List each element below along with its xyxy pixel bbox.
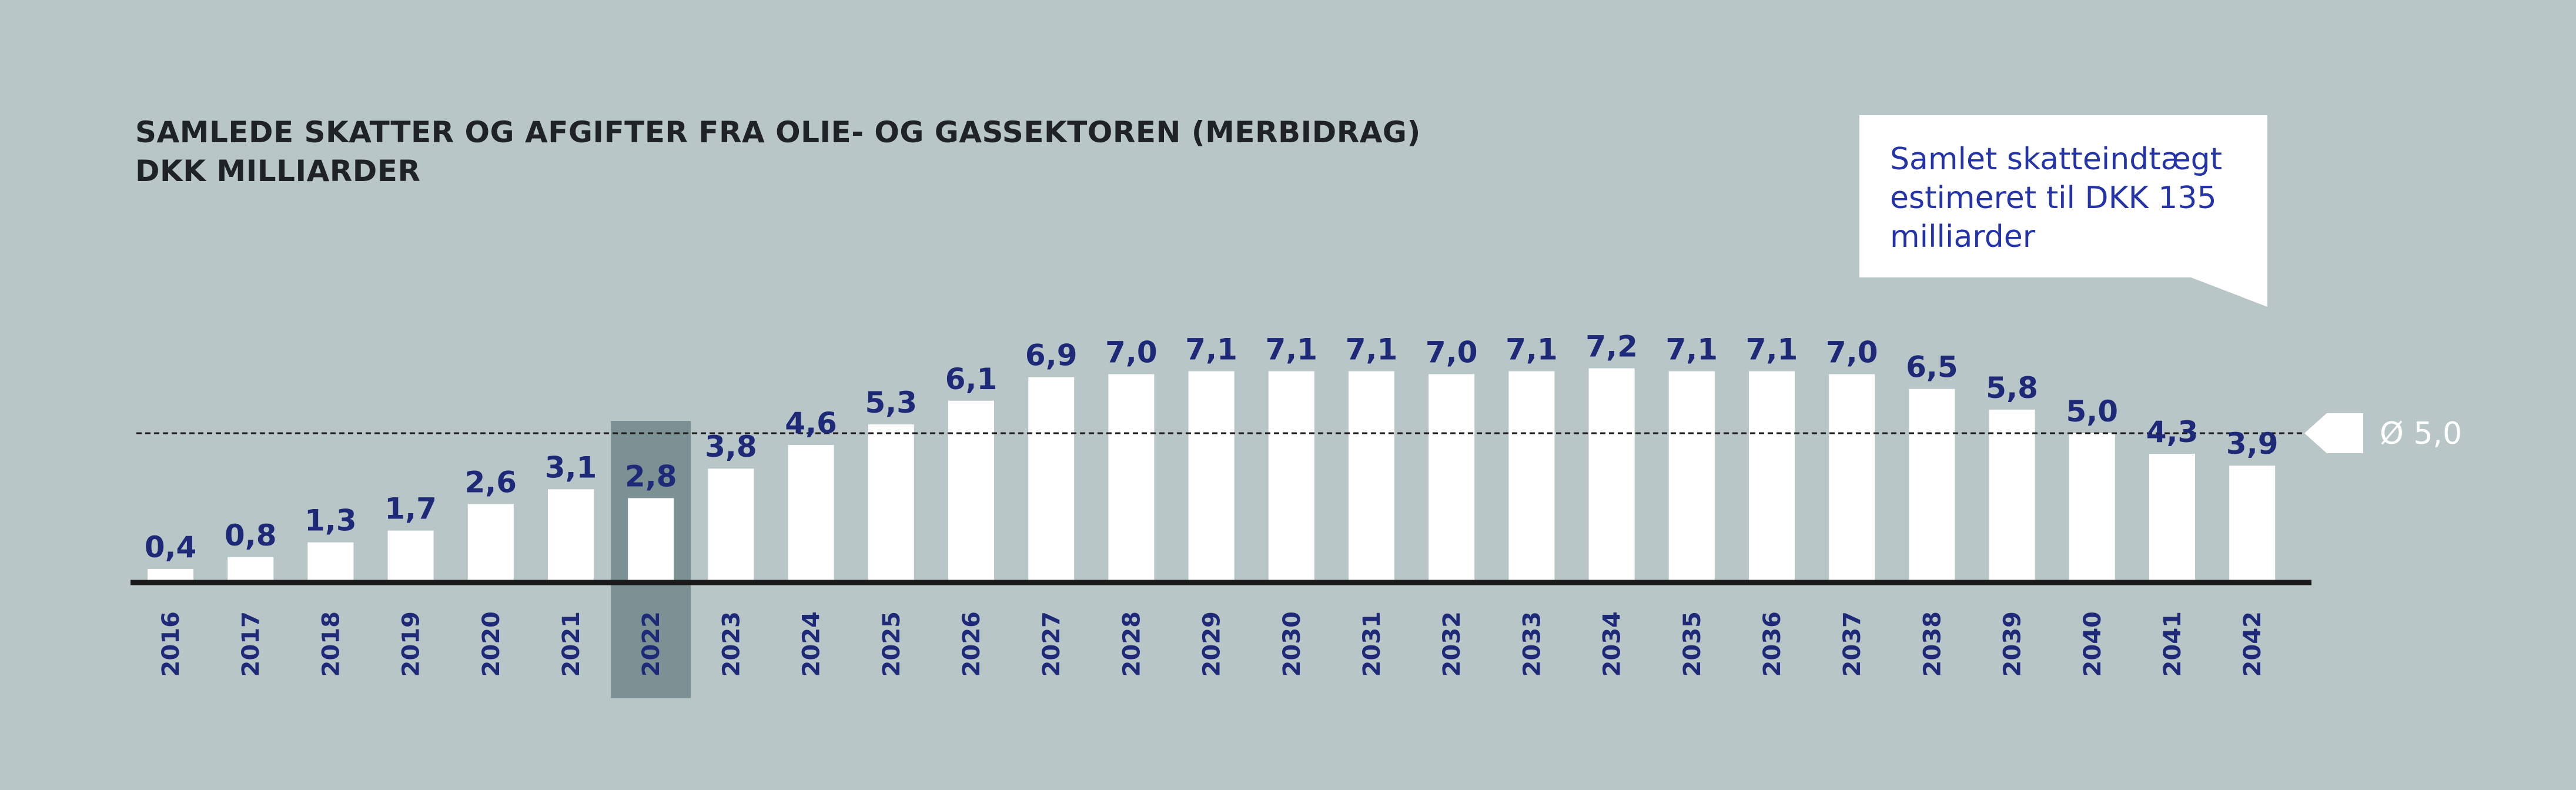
bar-2019 — [387, 530, 434, 581]
value-label-2026: 6,1 — [945, 362, 998, 396]
value-label-2039: 5,8 — [1986, 371, 2038, 405]
tick-label-2033: 2033 — [1518, 611, 1545, 677]
value-label-2032: 7,0 — [1426, 336, 1478, 370]
value-label-2019: 1,7 — [384, 492, 437, 526]
value-label-2018: 1,3 — [305, 504, 357, 538]
bar-2032 — [1428, 374, 1475, 581]
tick-label-2029: 2029 — [1199, 611, 1226, 677]
value-label-2033: 7,1 — [1506, 333, 1558, 367]
value-label-2025: 5,3 — [865, 386, 918, 420]
value-label-2035: 7,1 — [1666, 333, 1718, 367]
average-marker-arrow — [2304, 413, 2327, 453]
bar-2041 — [2149, 454, 2195, 581]
value-label-2024: 4,6 — [785, 406, 837, 440]
value-label-2042: 3,9 — [2226, 427, 2279, 461]
average-label: Ø 5,0 — [2380, 416, 2462, 451]
value-label-2037: 7,0 — [1826, 336, 1878, 370]
tick-label-2016: 2016 — [158, 611, 185, 677]
bar-2038 — [1909, 389, 1955, 581]
tick-label-2037: 2037 — [1839, 611, 1866, 677]
bar-2033 — [1508, 371, 1555, 581]
value-label-2034: 7,2 — [1585, 330, 1638, 364]
tick-label-2038: 2038 — [1919, 611, 1946, 677]
callout-box: Samlet skatteindtægt estimeret til DKK 1… — [1859, 115, 2267, 277]
tick-label-2026: 2026 — [958, 611, 985, 677]
tick-label-2036: 2036 — [1759, 611, 1786, 677]
bar-2017 — [228, 557, 274, 581]
value-label-2028: 7,0 — [1105, 336, 1157, 370]
value-label-2036: 7,1 — [1746, 333, 1798, 367]
value-label-2020: 2,6 — [465, 465, 517, 499]
value-label-2017: 0,8 — [225, 518, 277, 553]
tick-label-2030: 2030 — [1279, 611, 1306, 677]
value-label-2040: 5,0 — [2066, 394, 2119, 429]
bar-2026 — [948, 400, 994, 581]
bar-2024 — [788, 445, 834, 581]
bar-2027 — [1028, 377, 1075, 581]
tick-label-2023: 2023 — [718, 611, 745, 677]
bar-2037 — [1829, 374, 1875, 581]
tick-label-2042: 2042 — [2239, 611, 2266, 677]
bar-2036 — [1749, 371, 1795, 581]
tick-label-2041: 2041 — [2159, 611, 2186, 677]
tick-label-2039: 2039 — [1999, 611, 2026, 677]
value-label-2023: 3,8 — [705, 430, 757, 464]
value-label-2027: 6,9 — [1025, 339, 1078, 373]
bar-2042 — [2229, 466, 2276, 581]
tick-label-2022: 2022 — [638, 611, 665, 677]
tick-label-2020: 2020 — [478, 611, 505, 677]
tick-label-2031: 2031 — [1359, 611, 1386, 677]
value-label-2022: 2,8 — [625, 459, 677, 493]
tick-label-2032: 2032 — [1438, 611, 1466, 677]
bar-2040 — [2069, 433, 2115, 581]
tick-label-2034: 2034 — [1599, 611, 1626, 677]
chart-subtitle: DKK MILLIARDER — [135, 154, 421, 188]
chart-title: SAMLEDE SKATTER OG AFGIFTER FRA OLIE- OG… — [135, 115, 1421, 149]
tick-label-2019: 2019 — [398, 611, 425, 677]
average-marker — [2322, 413, 2363, 453]
bar-2016 — [148, 568, 193, 581]
value-label-2016: 0,4 — [145, 530, 197, 564]
bar-2018 — [307, 542, 354, 581]
tick-label-2040: 2040 — [2079, 611, 2106, 677]
bar-2028 — [1108, 374, 1155, 581]
bar-2025 — [868, 424, 914, 581]
bar-2021 — [548, 489, 594, 581]
tick-label-2035: 2035 — [1679, 611, 1706, 677]
tick-label-2021: 2021 — [558, 611, 585, 677]
bar-2030 — [1268, 371, 1314, 581]
bar-2034 — [1588, 368, 1635, 581]
tick-label-2018: 2018 — [317, 611, 344, 677]
value-label-2030: 7,1 — [1266, 333, 1318, 367]
tick-label-2025: 2025 — [878, 611, 905, 677]
bar-2023 — [708, 468, 754, 581]
callout-tail — [2191, 277, 2267, 307]
bar-2039 — [1989, 409, 2035, 581]
value-label-2029: 7,1 — [1185, 333, 1237, 367]
value-label-2038: 6,5 — [1906, 350, 1958, 384]
bar-2035 — [1668, 371, 1715, 581]
bar-2029 — [1188, 371, 1235, 581]
value-label-2021: 3,1 — [545, 450, 597, 484]
callout-text: Samlet skatteindtægt estimeret til DKK 1… — [1890, 142, 2223, 255]
tick-label-2024: 2024 — [798, 611, 825, 677]
bar-2031 — [1349, 371, 1394, 581]
tick-label-2027: 2027 — [1038, 611, 1065, 677]
value-label-2031: 7,1 — [1346, 333, 1398, 367]
tick-label-2017: 2017 — [237, 611, 265, 677]
tick-label-2028: 2028 — [1118, 611, 1145, 677]
bar-2022 — [628, 498, 674, 581]
value-label-2041: 4,3 — [2146, 415, 2199, 449]
bar-2020 — [467, 504, 514, 581]
